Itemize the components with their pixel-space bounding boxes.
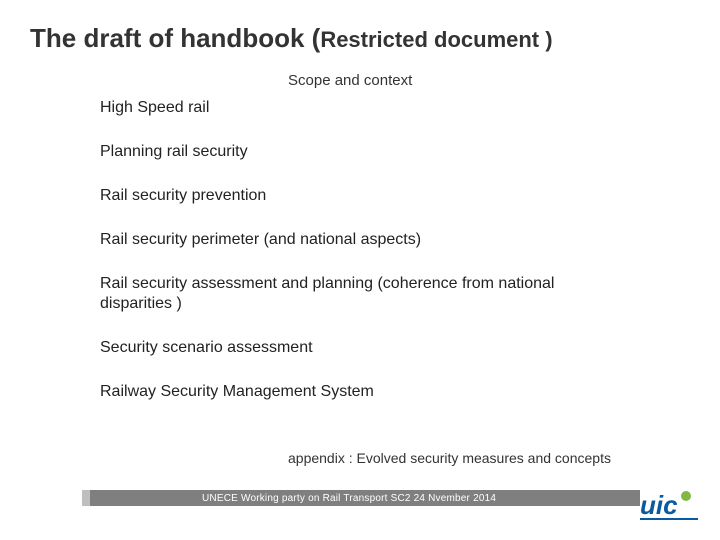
list-item: Rail security prevention	[100, 186, 620, 206]
list-item: Rail security perimeter (and national as…	[100, 230, 620, 250]
logo-dot-icon	[681, 491, 691, 501]
page-title: The draft of handbook (Restricted docume…	[30, 18, 553, 55]
title-paren: Restricted document )	[320, 27, 552, 52]
content-list: High Speed rail Planning rail security R…	[100, 98, 620, 426]
logo-text: uic	[640, 490, 678, 520]
list-item: Planning rail security	[100, 142, 620, 162]
logo-underline	[640, 518, 698, 520]
appendix-text: appendix : Evolved security measures and…	[288, 450, 611, 466]
list-item: Railway Security Management System	[100, 382, 620, 402]
scope-label: Scope and context	[288, 72, 412, 89]
list-item: Rail security assessment and planning (c…	[100, 274, 620, 314]
title-main: The draft of handbook (	[30, 23, 320, 53]
footer-accent	[82, 490, 90, 506]
list-item: High Speed rail	[100, 98, 620, 118]
footer-bar: UNECE Working party on Rail Transport SC…	[90, 490, 640, 506]
footer-text: UNECE Working party on Rail Transport SC…	[90, 493, 496, 504]
slide: { "title": { "main": "The draft of handb…	[0, 0, 720, 540]
uic-logo: uic	[640, 488, 702, 522]
list-item: Security scenario assessment	[100, 338, 620, 358]
